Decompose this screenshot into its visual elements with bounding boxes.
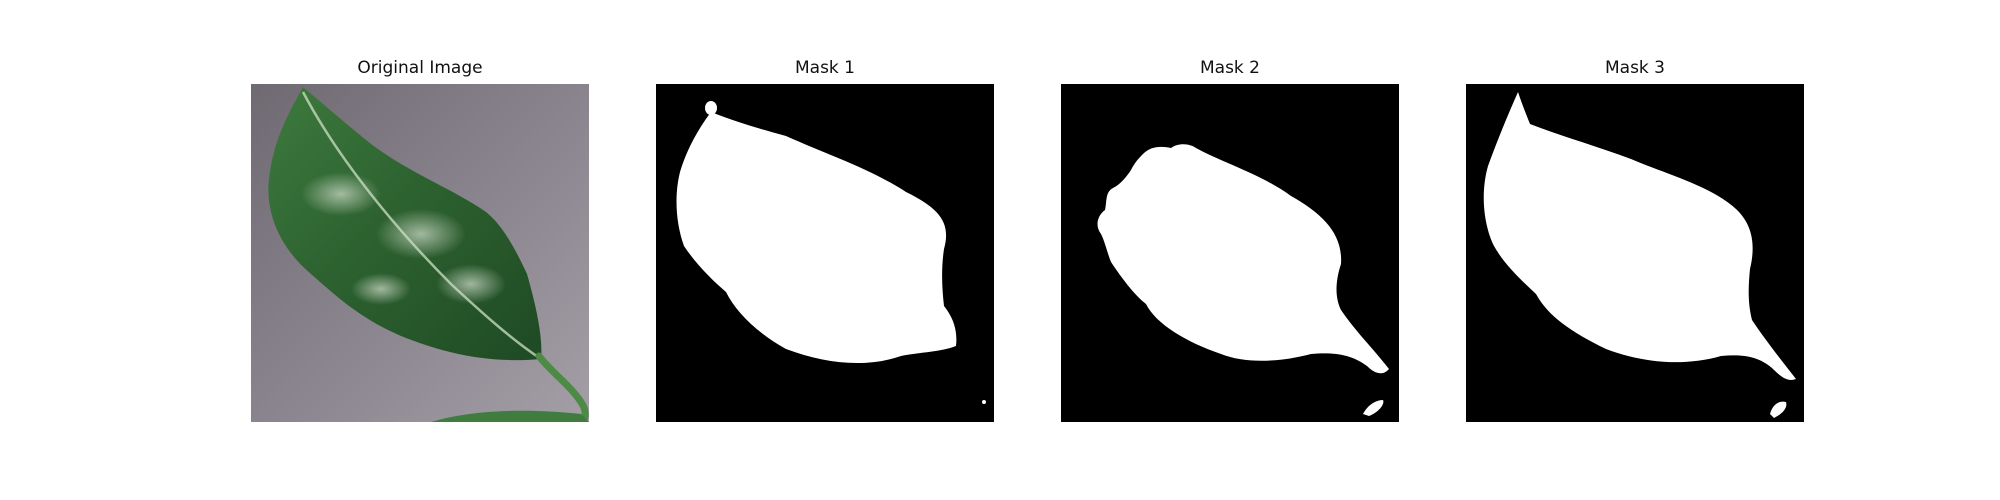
leaf-spot [376, 209, 466, 259]
second-leaf-tip [431, 410, 589, 422]
mask-1-image [656, 84, 994, 422]
mask-3-image [1466, 84, 1804, 422]
leaf-spot [436, 264, 506, 304]
panel-title: Mask 2 [1199, 58, 1260, 78]
leaf-spot [301, 172, 381, 216]
mask-fragment [705, 101, 717, 115]
mask-fragment [982, 400, 986, 404]
original-leaf-photo [251, 84, 589, 422]
leaf-spot [351, 273, 411, 305]
panel-title: Mask 1 [794, 58, 855, 78]
panel-title: Original Image [357, 58, 483, 78]
leaf-midrib [301, 91, 542, 361]
mask-region [1097, 144, 1389, 374]
mask-fragment [1770, 401, 1787, 418]
mask-region [1483, 92, 1796, 380]
leaf-stem [535, 352, 589, 422]
mask-2-image [1061, 84, 1399, 422]
mask-fragment [1363, 400, 1384, 416]
mask-region [676, 112, 957, 364]
panel-title: Mask 3 [1604, 58, 1665, 78]
